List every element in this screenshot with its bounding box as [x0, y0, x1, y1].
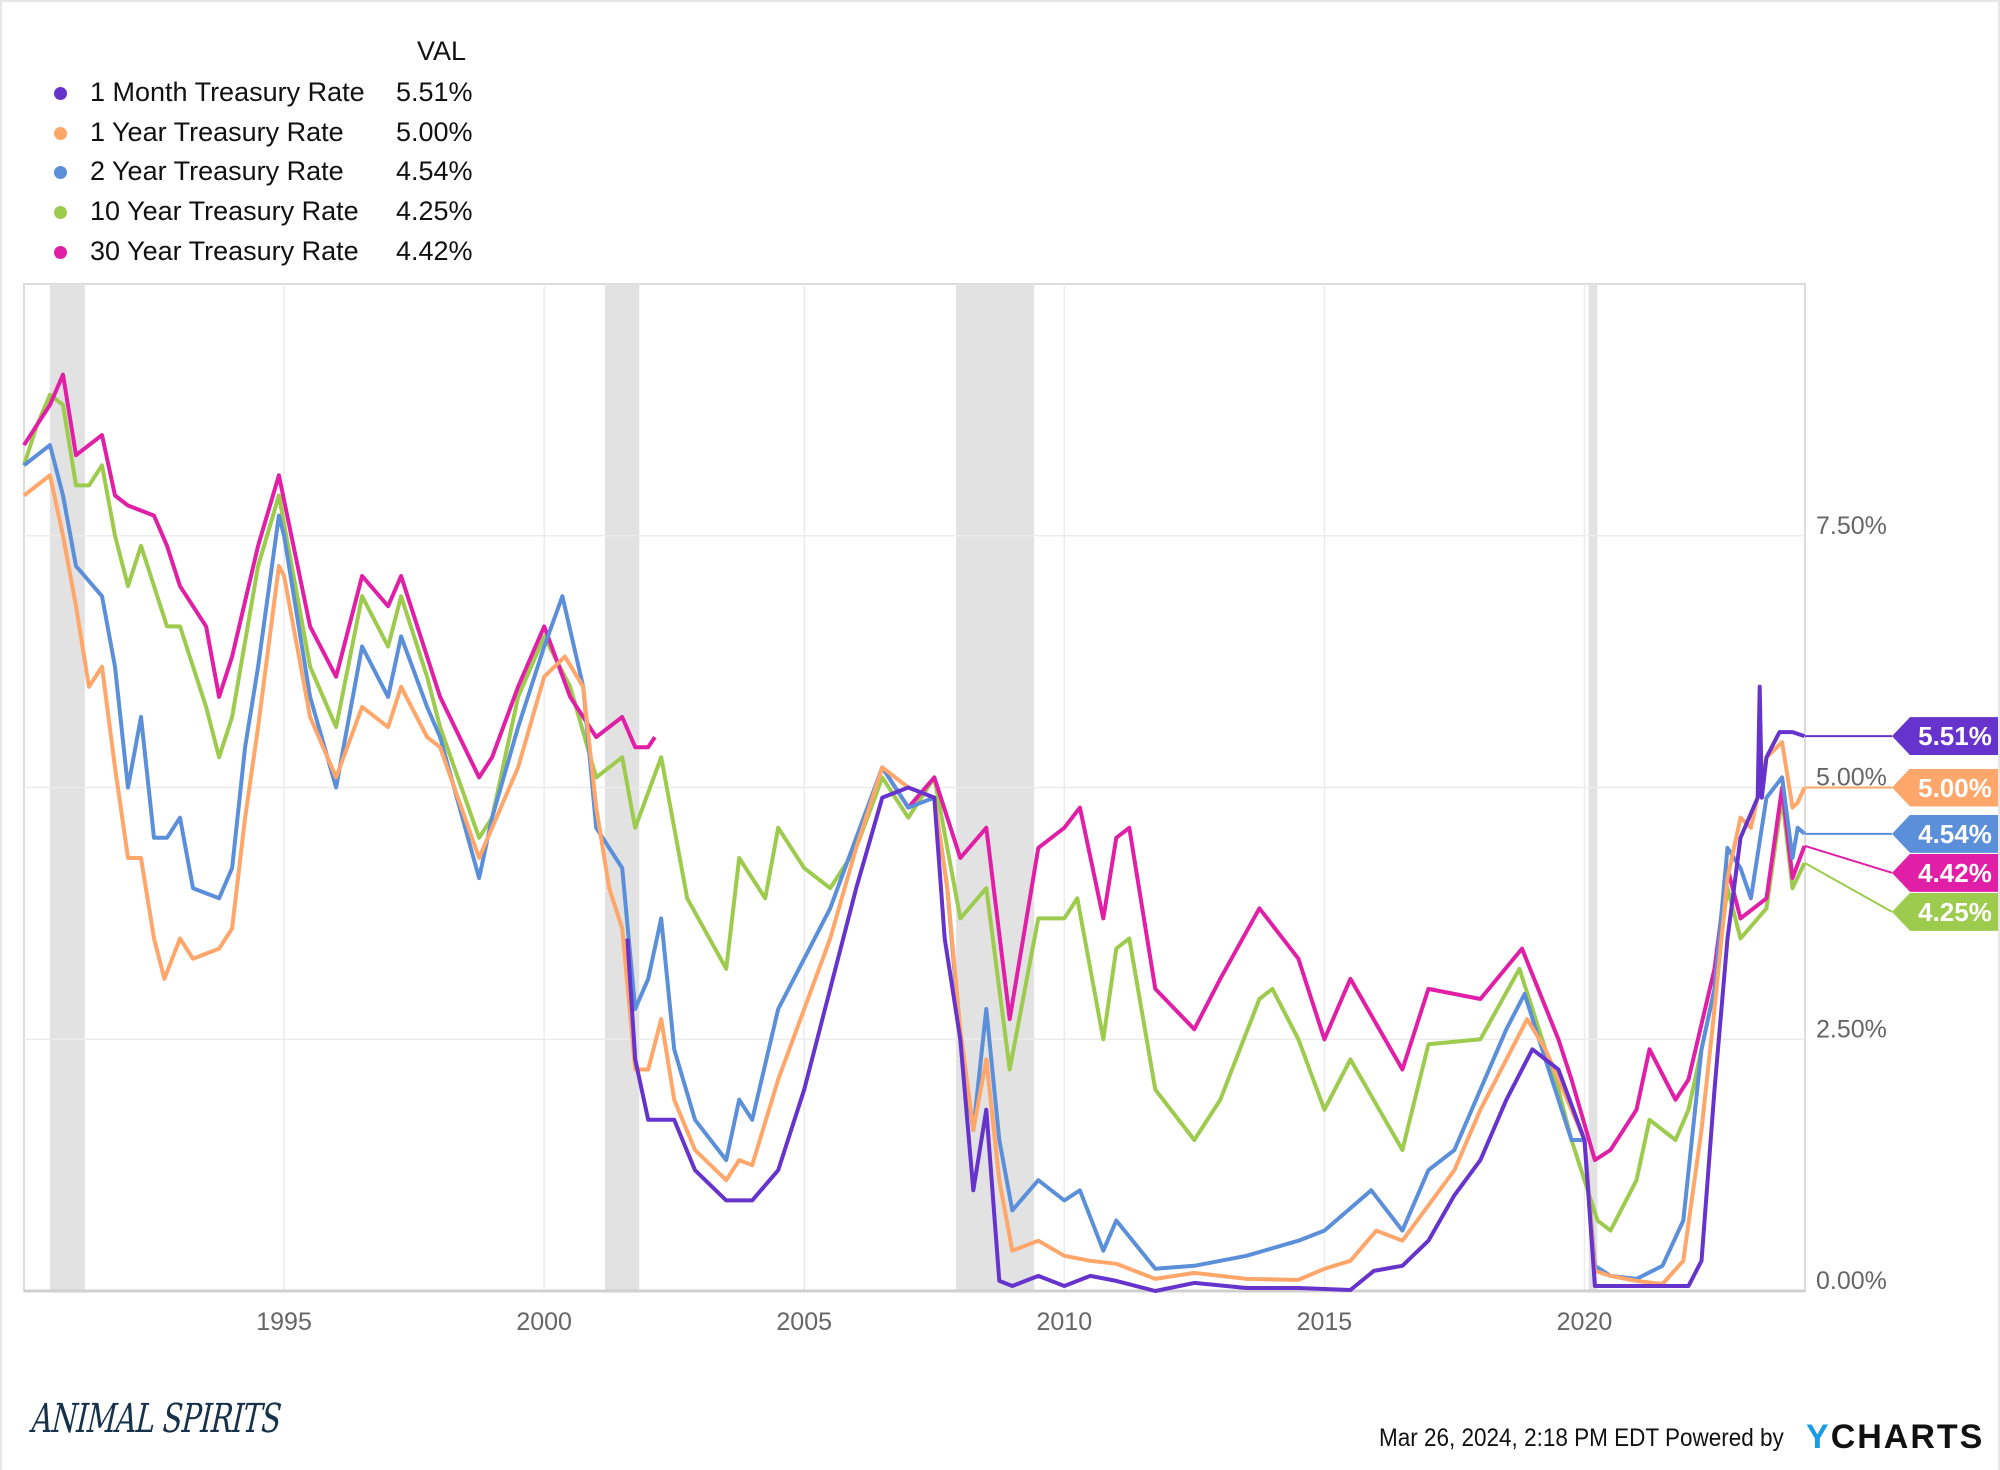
legend-item-2-year[interactable]: 2 Year Treasury Rate 4.54%	[0, 154, 480, 190]
series-line-30-year-treasury-rate	[22, 372, 1807, 1163]
legend-label: 1 Year Treasury Rate	[90, 117, 344, 147]
legend-value-header: VAL	[416, 36, 466, 66]
legend-label: 2 Year Treasury Rate	[90, 156, 344, 186]
end-value-tag: 4.25%	[1892, 892, 1998, 931]
ycharts-logo-text: CHARTS	[1830, 1418, 1985, 1456]
x-tick-label: 2020	[1557, 1308, 1613, 1336]
legend-item-1-year[interactable]: 1 Year Treasury Rate 5.00%	[0, 115, 480, 151]
y-tick-label: 0.00%	[1816, 1267, 1887, 1295]
end-value-tag: 4.54%	[1892, 814, 1998, 853]
series-dot-icon	[54, 127, 67, 140]
x-tick-label: 2000	[516, 1308, 572, 1336]
y-tick-label: 2.50%	[1816, 1015, 1887, 1043]
series-dot-icon	[54, 206, 67, 219]
end-value-tag: 5.00%	[1892, 768, 1998, 807]
legend-item-30-year[interactable]: 30 Year Treasury Rate 4.42%	[0, 234, 480, 270]
legend-value: 5.00%	[396, 117, 473, 147]
x-tick-label: 2005	[776, 1308, 832, 1336]
end-value-tag: 5.51%	[1892, 717, 1998, 756]
end-tag-connector	[1804, 844, 1893, 874]
ycharts-logo-y: Y	[1806, 1418, 1831, 1456]
legend-value: 4.25%	[396, 196, 473, 226]
legend-label: 10 Year Treasury Rate	[90, 196, 359, 226]
series-dot-icon	[54, 166, 67, 179]
animal-spirits-logo: ANIMAL SPIRITS	[30, 1396, 283, 1442]
series-dot-icon	[54, 246, 67, 259]
x-tick-label: 2010	[1036, 1308, 1092, 1336]
legend-item-10-year[interactable]: 10 Year Treasury Rate 4.25%	[0, 194, 480, 230]
series-dot-icon	[54, 87, 67, 100]
end-tag-connector	[1804, 862, 1893, 913]
legend-value: 4.54%	[396, 156, 473, 186]
legend-item-1-month[interactable]: 1 Month Treasury Rate 5.51%	[0, 75, 480, 111]
timestamp-powered-by: Mar 26, 2024, 2:18 PM EDT Powered by	[1379, 1424, 1784, 1452]
x-tick-label: 1995	[256, 1308, 312, 1336]
end-value-tag: 4.42%	[1892, 853, 1998, 892]
ycharts-logo[interactable]: YCHARTS	[1806, 1418, 1984, 1457]
series-line-1-month-treasury-rate	[625, 684, 1806, 1293]
legend-label: 30 Year Treasury Rate	[90, 236, 359, 266]
legend-label: 1 Month Treasury Rate	[90, 77, 365, 107]
legend-value: 4.42%	[396, 236, 473, 266]
y-tick-label: 7.50%	[1816, 512, 1887, 540]
legend-value: 5.51%	[396, 77, 473, 107]
x-tick-label: 2015	[1297, 1308, 1353, 1336]
